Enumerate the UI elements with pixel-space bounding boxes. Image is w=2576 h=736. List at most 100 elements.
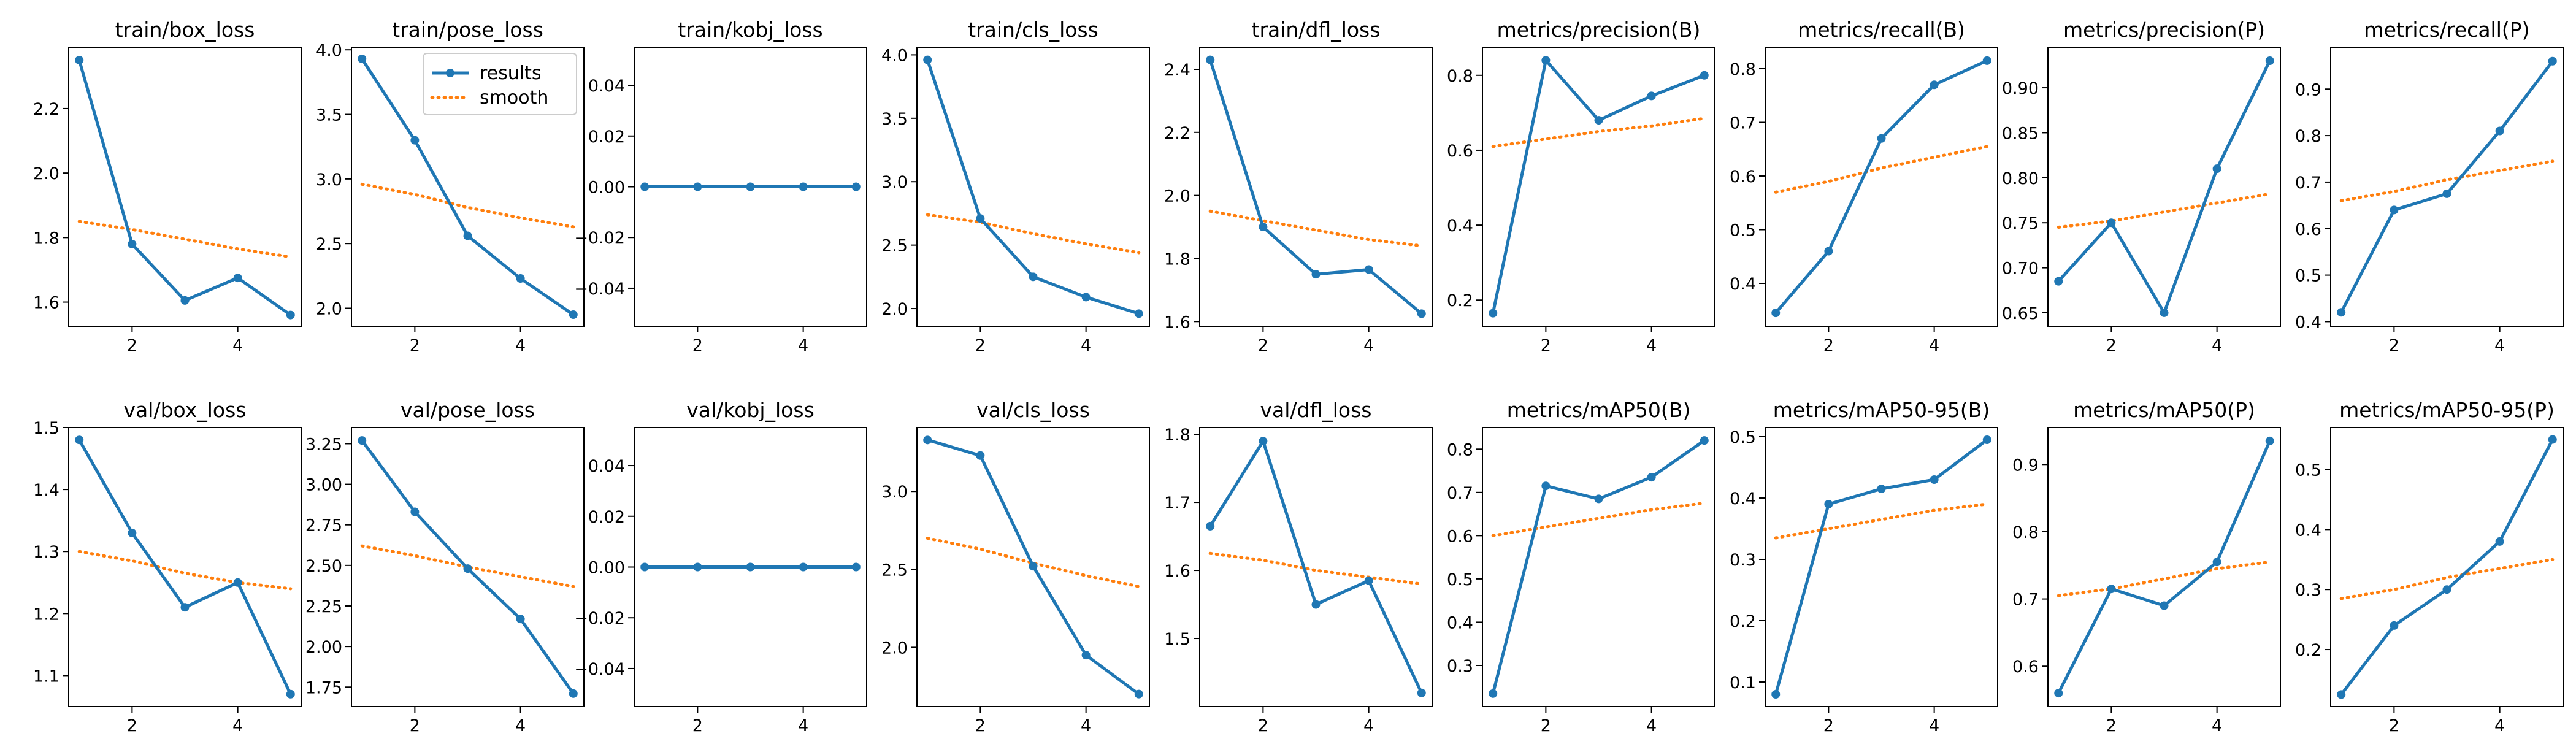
legend: results smooth — [423, 53, 577, 115]
data-point-results — [1029, 272, 1038, 282]
y-tick-label: 2.2 — [1164, 124, 1190, 143]
y-tick-label: 1.75 — [305, 678, 342, 697]
x-tick-label: 4 — [2212, 336, 2222, 355]
x-tick-label: 4 — [2212, 716, 2222, 735]
x-tick-label: 4 — [1929, 336, 1939, 355]
x-tick-label: 2 — [1258, 716, 1268, 735]
data-point-results — [2107, 585, 2116, 594]
y-tick-label: 1.4 — [33, 481, 59, 500]
x-tick-label: 4 — [1081, 336, 1091, 355]
data-point-results — [1364, 576, 1373, 585]
x-tick-label: 4 — [232, 336, 243, 355]
chart-panel-metrics-precision-b: metrics/precision(B) 2 4 0.2 0.4 0.6 0.8 — [1447, 18, 1715, 355]
series-line-smooth — [1491, 501, 1706, 537]
x-tick-label: 4 — [1363, 336, 1374, 355]
chart-panel-val-cls-loss: val/cls_loss 2 4 2.0 2.5 3.0 — [881, 398, 1150, 735]
y-tick-label: 1.6 — [1164, 562, 1190, 581]
data-point-results — [1647, 473, 1656, 482]
data-point-results — [1206, 55, 1215, 64]
data-point-results — [799, 562, 808, 572]
y-tick-label: 1.6 — [1164, 313, 1190, 332]
x-tick-label: 2 — [127, 336, 137, 355]
data-point-results — [2265, 436, 2274, 445]
plot-area — [2339, 60, 2555, 313]
x-tick-label: 2 — [1541, 716, 1551, 735]
x-tick-label: 4 — [1363, 716, 1374, 735]
data-point-results — [128, 239, 137, 248]
y-tick-label: 0.04 — [588, 77, 625, 96]
chart-panel-train-pose-loss: train/pose_loss 2 4 2.0 2.5 3.0 3.5 4.0 results s… — [316, 18, 585, 355]
y-tick-label: 0.8 — [2012, 523, 2039, 542]
x-tick-label: 4 — [798, 336, 808, 355]
y-tick-label: 0.2 — [2295, 641, 2321, 660]
y-tick-label: 0.3 — [2295, 581, 2321, 600]
data-point-results — [358, 436, 367, 445]
x-tick-label: 2 — [1541, 336, 1551, 355]
y-tick-label: 1.1 — [33, 667, 59, 686]
y-tick-label: 0.6 — [1447, 142, 1473, 161]
data-point-results — [640, 182, 650, 191]
y-tick-label: 2.5 — [881, 561, 908, 580]
y-tick-label: 1.5 — [1164, 630, 1190, 649]
chart-title: val/kobj_loss — [686, 398, 815, 422]
data-point-results — [569, 310, 578, 320]
data-point-results — [2337, 308, 2346, 317]
y-tick-label: 3.5 — [881, 110, 908, 129]
x-tick-label: 2 — [2106, 716, 2117, 735]
plot-area — [2057, 440, 2272, 694]
data-point-results — [2212, 558, 2221, 567]
series-line-smooth — [2339, 159, 2555, 202]
y-tick-label: 0.3 — [1447, 657, 1473, 676]
x-tick-label: 2 — [692, 716, 703, 735]
data-point-results — [1982, 435, 1991, 444]
y-tick-label: 3.0 — [316, 171, 342, 190]
series-line-results — [77, 59, 292, 316]
y-tick-label: 0.80 — [2002, 169, 2039, 188]
series-line-results — [2057, 440, 2272, 694]
y-tick-label: 0.75 — [2002, 214, 2039, 233]
data-point-results — [75, 56, 84, 65]
y-tick-label: −0.02 — [574, 609, 625, 628]
series-line-smooth — [1208, 551, 1424, 586]
y-tick-label: 2.0 — [881, 300, 908, 319]
series-line-results — [2340, 439, 2555, 696]
data-point-results — [1594, 494, 1603, 504]
series-line-smooth — [360, 544, 575, 588]
series-line-smooth — [2057, 560, 2272, 597]
series-line-smooth — [926, 537, 1141, 588]
y-tick-label: 0.85 — [2002, 124, 2039, 143]
y-tick-label: 2.2 — [33, 100, 59, 119]
series-line-results — [1209, 439, 1424, 694]
x-tick-label: 2 — [410, 716, 420, 735]
chart-title: train/pose_loss — [392, 18, 543, 42]
data-point-results — [2212, 164, 2221, 174]
y-tick-label: 2.5 — [316, 235, 342, 254]
data-point-results — [851, 562, 861, 572]
data-point-results — [2265, 56, 2274, 66]
y-tick-label: 0.02 — [588, 128, 625, 147]
y-tick-label: 0.5 — [1730, 221, 1756, 240]
axes-frame — [351, 47, 585, 327]
data-point-results — [1771, 690, 1781, 699]
y-tick-label: 0.6 — [1447, 527, 1473, 546]
y-tick-label: 0.5 — [2295, 267, 2321, 286]
y-tick-label: 0.9 — [2012, 456, 2039, 475]
data-point-results — [2160, 308, 2169, 317]
data-point-results — [1930, 475, 1939, 484]
data-point-results — [516, 615, 525, 624]
axes-frame — [68, 47, 302, 327]
series-line-smooth — [1774, 145, 1989, 194]
series-line-results — [78, 439, 293, 695]
data-point-results — [851, 182, 861, 191]
data-point-results — [2495, 126, 2504, 136]
data-point-results — [1259, 223, 1268, 232]
data-point-results — [1417, 309, 1426, 318]
y-tick-label: 4.0 — [881, 46, 908, 65]
y-tick-label: 0.4 — [2295, 313, 2321, 332]
series-line-smooth — [77, 550, 293, 591]
y-tick-label: 0.4 — [1447, 217, 1473, 236]
y-tick-label: 1.8 — [33, 229, 59, 248]
data-point-results — [1982, 56, 1991, 65]
